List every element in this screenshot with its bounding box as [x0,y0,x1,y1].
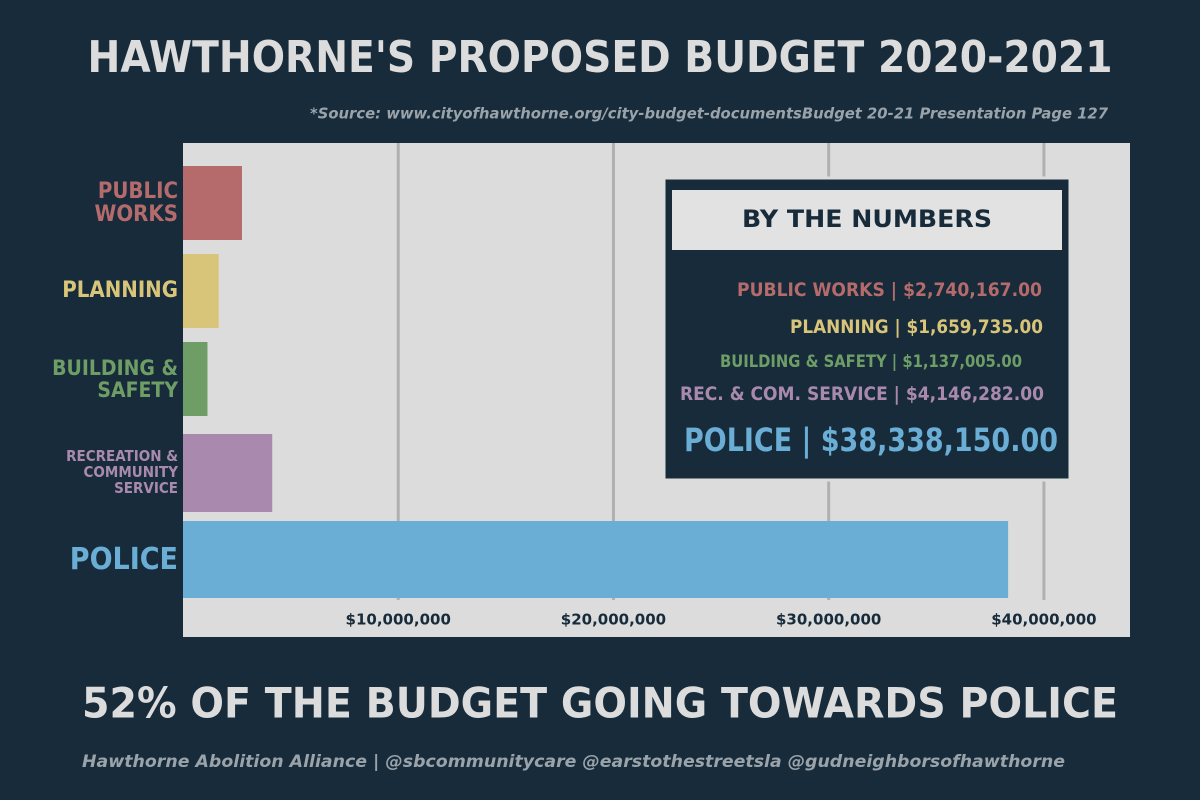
bar [183,166,242,240]
numbers-box-title: BY THE NUMBERS [742,205,992,233]
category-text: PLANNING [62,278,178,304]
source-note: *Source: www.cityofhawthorne.org/city-bu… [310,105,1109,123]
value-label: $4,146,282.00 [906,383,1044,405]
bar [183,434,273,512]
subtitle: 52% OF THE BUDGET GOING TOWARDS POLICE [82,679,1118,728]
x-tick-label: $20,000,000 [561,611,666,629]
category-label: PLANNING [0,254,178,328]
entry-separator: | [802,421,812,460]
x-tick-label: $10,000,000 [346,611,451,629]
x-tick-label: $30,000,000 [776,611,881,629]
category-text: RECREATION & COMMUNITY SERVICE [66,447,178,497]
numbers-entry: PUBLIC WORKS | $2,740,167.00 [737,279,1042,301]
category-label: BUILDING & SAFETY [0,342,178,416]
numbers-entry: REC. & COM. SERVICE | $4,146,282.00 [680,383,1044,405]
entry-separator: | [894,383,900,405]
entry-separator: | [891,279,897,301]
bar [183,342,208,416]
value-label: $1,659,735.00 [906,316,1043,338]
x-tick-label: $40,000,000 [991,611,1096,629]
category-text: POLICE [69,541,178,577]
numbers-entry: BUILDING & SAFETY | $1,137,005.00 [720,352,1022,372]
bar [183,521,1009,598]
numbers-entry: POLICE | $38,338,150.00 [684,421,1058,460]
bar [183,254,219,328]
numbers-entry: PLANNING | $1,659,735.00 [790,316,1043,338]
category-label: PUBLIC WORKS [0,166,179,240]
category-text: PUBLIC WORKS [94,178,179,227]
entry-label: POLICE [684,421,792,459]
entry-label: PLANNING [790,316,889,338]
footer: Hawthorne Abolition Alliance | @sbcommun… [82,752,1065,772]
entry-label: PUBLIC WORKS [737,279,885,301]
entry-label: BUILDING & SAFETY [720,352,887,372]
entry-separator: | [894,316,900,338]
numbers-box-header [672,190,1062,250]
category-label: RECREATION & COMMUNITY SERVICE [0,434,178,512]
entry-separator: | [892,352,897,372]
entry-label: REC. & COM. SERVICE [680,383,888,405]
value-label: $2,740,167.00 [903,279,1042,301]
category-label: POLICE [0,521,178,598]
value-label: $38,338,150.00 [821,421,1058,459]
chart-title: HAWTHORNE'S PROPOSED BUDGET 2020-2021 [88,32,1113,83]
category-text: BUILDING & SAFETY [52,355,178,402]
value-label: $1,137,005.00 [902,352,1022,372]
